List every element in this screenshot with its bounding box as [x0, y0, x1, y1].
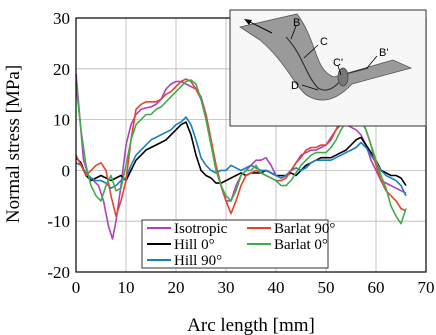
- x-tick-label: 50: [318, 278, 335, 297]
- inset-label-b-prime: B': [379, 47, 388, 59]
- x-tick-label: 40: [268, 278, 285, 297]
- y-axis-label: Normal stress [MPa]: [3, 65, 24, 223]
- legend-label-barlat-90: Barlat 90°: [274, 221, 335, 237]
- legend-label-isotropic: Isotropic: [174, 221, 228, 237]
- inset-label-c-prime: C': [333, 57, 343, 69]
- legend-label-hill-0: Hill 0°: [174, 237, 215, 253]
- series-line-hill-0: [75, 121, 407, 187]
- legend-label-barlat-0: Barlat 0°: [274, 237, 328, 253]
- inset-geometry: B C C' B' D: [229, 9, 427, 127]
- x-tick-label: 20: [168, 278, 185, 297]
- x-tick-label: 70: [418, 278, 435, 297]
- legend: Isotropic Barlat 90° Hill 0° Barlat 0° H…: [141, 219, 335, 269]
- legend-label-hill-90: Hill 90°: [174, 253, 222, 269]
- y-tick-label: 30: [53, 9, 70, 28]
- x-tick-label: 10: [118, 278, 135, 297]
- inset-label-d: D: [291, 80, 299, 92]
- inset-arrow-head: [244, 19, 252, 25]
- inset-leader-d: [301, 84, 319, 91]
- inset-label-c: C: [320, 36, 328, 48]
- y-tick-label: -20: [47, 263, 70, 282]
- inset-leader-b-prime: [366, 55, 378, 69]
- inset-leader-b: [290, 25, 297, 40]
- tick-labels: 0 10 20 30 40 50 60 70 -20 -10 0 10 20 30: [47, 9, 434, 297]
- y-tick-label: 20: [53, 60, 70, 79]
- inset-leader-c: [303, 44, 319, 59]
- x-tick-label: 0: [72, 278, 81, 297]
- inset-label-b: B: [293, 17, 300, 29]
- y-tick-label: 0: [62, 161, 71, 180]
- x-axis-label: Arc length [mm]: [187, 315, 315, 335]
- x-tick-label: 60: [368, 278, 385, 297]
- series-line-hill-90: [75, 116, 407, 197]
- inset-leader-c-prime: [337, 65, 342, 76]
- x-tick-label: 30: [218, 278, 235, 297]
- legend-box: [141, 219, 329, 269]
- y-tick-label: -10: [47, 212, 70, 231]
- y-tick-label: 10: [53, 111, 70, 130]
